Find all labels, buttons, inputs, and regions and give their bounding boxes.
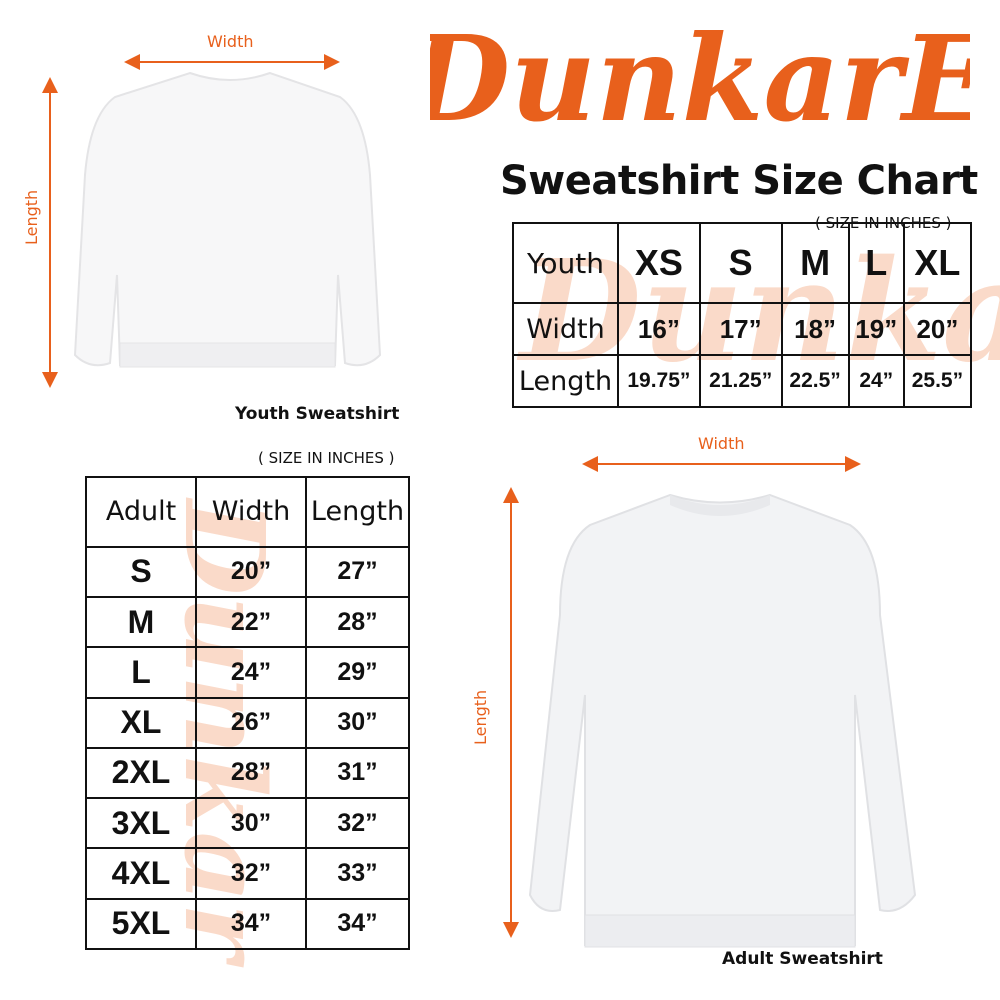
table-cell: 24” (847, 354, 905, 408)
row-label: L (85, 646, 197, 699)
row-label: Length (512, 354, 619, 408)
table-row: S 20” 27” (85, 545, 410, 598)
table-row: 3XL 30” 32” (85, 797, 410, 850)
header-cell: S (698, 222, 783, 304)
table-cell: 30” (195, 797, 307, 850)
table-cell: 20” (195, 545, 307, 598)
table-cell: 22.5” (780, 354, 850, 408)
header-cell: Youth (512, 222, 619, 304)
table-row: L 24” 29” (85, 646, 410, 699)
adult-sweatshirt-image (503, 456, 917, 948)
header-cell: M (780, 222, 850, 304)
table-cell: 32” (195, 847, 307, 900)
table-cell: 20” (902, 302, 973, 356)
table-cell: 17” (698, 302, 783, 356)
table-cell: 16” (617, 302, 701, 356)
table-cell: 34” (305, 897, 410, 951)
adult-width-label: Width (698, 434, 745, 453)
table-cell: 31” (305, 746, 410, 800)
page-title: Sweatshirt Size Chart (500, 158, 978, 204)
table-cell: 21.25” (698, 354, 783, 408)
table-cell: 19” (847, 302, 905, 356)
table-cell: 30” (305, 696, 410, 749)
youth-width-label: Width (207, 32, 254, 51)
table-row: 5XL 34” 34” (85, 897, 410, 951)
youth-size-table: Youth XS S M L XL Width 16” 17” 18” 19” … (512, 222, 973, 408)
youth-sweatshirt-image (42, 54, 382, 388)
table-row: XL 26” 30” (85, 696, 410, 749)
row-label: S (85, 545, 197, 598)
table-row: 2XL 28” 31” (85, 746, 410, 800)
table-cell: 26” (195, 696, 307, 749)
table-cell: 25.5” (902, 354, 973, 408)
row-label: Width (512, 302, 619, 356)
youth-caption: Youth Sweatshirt (235, 404, 400, 424)
table-cell: 33” (305, 847, 410, 900)
svg-text:DunkarE: DunkarE (430, 9, 970, 148)
adult-caption: Adult Sweatshirt (722, 949, 883, 969)
adult-size-table: Adult Width Length S 20” 27” M 22” 28” L 24” 29”… (85, 476, 410, 951)
header-cell: Length (305, 476, 410, 548)
row-label: 3XL (85, 797, 197, 850)
row-label: 5XL (85, 897, 197, 951)
header-cell: XL (902, 222, 973, 304)
table-cell: 19.75” (617, 354, 701, 408)
row-label: M (85, 595, 197, 649)
table-row: M 22” 28” (85, 595, 410, 649)
table-cell: 24” (195, 646, 307, 699)
row-label: 2XL (85, 746, 197, 800)
table-cell: 29” (305, 646, 410, 699)
header-cell: Width (195, 476, 307, 548)
adult-length-label: Length (471, 689, 490, 745)
table-cell: 27” (305, 545, 410, 598)
row-label: XL (85, 696, 197, 749)
table-row: Length 19.75” 21.25” 22.5” 24” 25.5” (512, 354, 973, 408)
header-cell: L (847, 222, 905, 304)
table-cell: 32” (305, 797, 410, 850)
table-header-row: Youth XS S M L XL (512, 222, 973, 304)
youth-length-label: Length (22, 189, 41, 245)
header-cell: XS (617, 222, 701, 304)
table-cell: 22” (195, 595, 307, 649)
adult-units-note: ( SIZE IN INCHES ) (258, 449, 395, 467)
table-row: 4XL 32” 33” (85, 847, 410, 900)
table-cell: 34” (195, 897, 307, 951)
brand-logo: DunkarE (430, 9, 970, 148)
header-cell: Adult (85, 476, 197, 548)
table-cell: 18” (780, 302, 850, 356)
row-label: 4XL (85, 847, 197, 900)
table-row: Width 16” 17” 18” 19” 20” (512, 302, 973, 356)
table-cell: 28” (305, 595, 410, 649)
table-cell: 28” (195, 746, 307, 800)
table-header-row: Adult Width Length (85, 476, 410, 548)
